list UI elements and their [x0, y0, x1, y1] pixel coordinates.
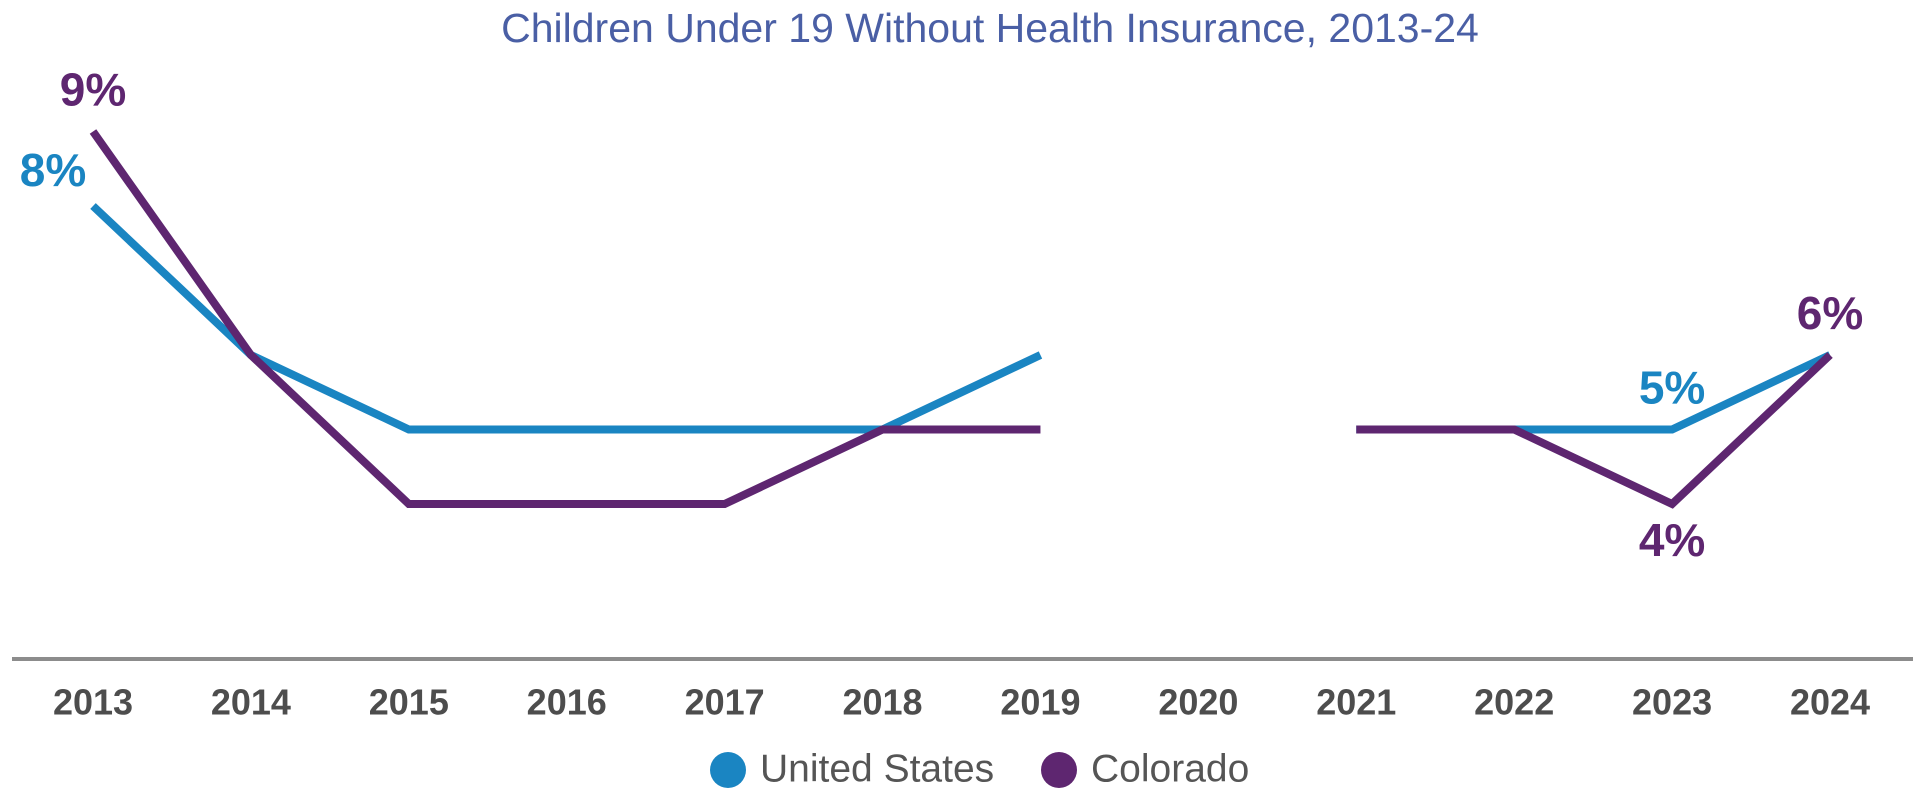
data-label: 9%	[60, 64, 126, 116]
x-tick-label: 2015	[369, 682, 449, 723]
x-tick-label: 2021	[1316, 682, 1396, 723]
data-label: 8%	[20, 144, 86, 196]
data-label: 6%	[1797, 287, 1863, 339]
data-label: 4%	[1639, 514, 1705, 566]
x-tick-label: 2013	[53, 682, 133, 723]
legend-label: United States	[760, 747, 994, 790]
x-tick-label: 2023	[1632, 682, 1712, 723]
x-tick-label: 2019	[1000, 682, 1080, 723]
legend-swatch	[1041, 752, 1077, 788]
chart-title: Children Under 19 Without Health Insuran…	[501, 5, 1479, 51]
legend-label: Colorado	[1091, 747, 1249, 790]
x-tick-label: 2024	[1790, 682, 1870, 723]
x-tick-label: 2014	[211, 682, 291, 723]
x-tick-label: 2022	[1474, 682, 1554, 723]
series-line	[90, 203, 1832, 434]
x-tick-label: 2017	[685, 682, 765, 723]
x-tick-label: 2018	[842, 682, 922, 723]
x-tick-label: 2020	[1158, 682, 1238, 723]
legend-swatch	[710, 752, 746, 788]
x-tick-label: 2016	[527, 682, 607, 723]
series-line	[89, 129, 1833, 509]
data-label: 5%	[1639, 362, 1705, 414]
